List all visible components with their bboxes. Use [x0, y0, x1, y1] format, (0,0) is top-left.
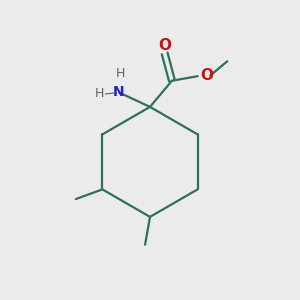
Text: H: H: [95, 87, 104, 101]
Text: H: H: [116, 67, 125, 80]
Text: N: N: [113, 85, 125, 100]
Text: O: O: [158, 38, 171, 53]
Text: O: O: [200, 68, 213, 83]
